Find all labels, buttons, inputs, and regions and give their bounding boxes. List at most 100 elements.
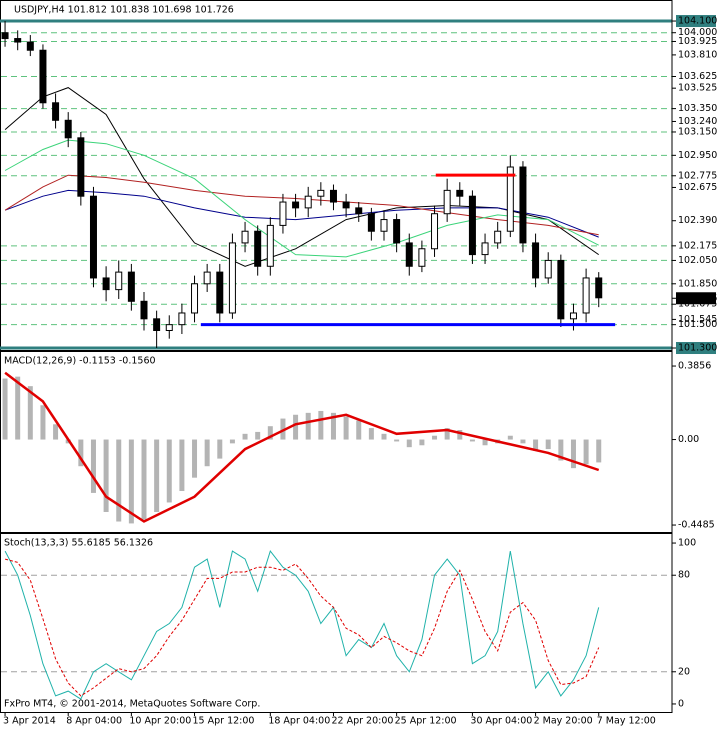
candle-body — [102, 277, 110, 291]
histogram-bar — [596, 439, 602, 463]
candle-body — [254, 230, 262, 267]
candle-body — [393, 219, 401, 244]
histogram-bar — [128, 439, 134, 524]
candle-body — [89, 195, 97, 279]
candle-body — [355, 207, 363, 215]
candle-body — [115, 271, 123, 291]
y-tick-label: 103.240 — [678, 116, 717, 127]
histogram-bar — [558, 439, 564, 461]
x-tick-label: 10 Apr 20:00 — [129, 716, 191, 727]
histogram-bar — [229, 439, 235, 444]
x-tick-label: 22 Apr 20:00 — [331, 716, 393, 727]
histogram-bar — [343, 416, 349, 440]
y-tick-label: 101.500 — [678, 319, 717, 330]
y-tick-label: 102.175 — [678, 240, 717, 251]
y-tick-label: 102.775 — [678, 170, 717, 181]
y-tick-label: 101.675 — [678, 299, 717, 310]
candle-body — [216, 271, 224, 314]
candle-body — [191, 283, 199, 314]
histogram-bar — [507, 435, 513, 440]
y-tick-label: 100 — [678, 538, 696, 549]
stoch-line — [4, 550, 600, 700]
histogram-bar — [520, 439, 526, 444]
histogram-bar — [394, 439, 400, 442]
candle-body — [292, 201, 300, 209]
histogram-bar — [444, 428, 450, 440]
footer-note: FxPro MT4, © 2001-2014, MetaQuotes Softw… — [4, 699, 260, 710]
candle-body — [1, 32, 9, 40]
histogram-bar — [40, 405, 46, 440]
panel-title: MACD(12,26,9) -0.1153 -0.1560 — [4, 356, 156, 367]
panel-title: USDJPY,H4 101.812 101.838 101.698 101.72… — [14, 5, 234, 16]
histogram-bar — [583, 439, 589, 465]
y-tick-label: 101.850 — [678, 278, 717, 289]
y-tick-label: 101.300 — [678, 343, 717, 354]
histogram-bar — [545, 439, 551, 450]
histogram-bar — [116, 439, 122, 522]
y-tick-label: 103.810 — [678, 49, 717, 60]
y-tick-label: 103.525 — [678, 83, 717, 94]
histogram-bar — [27, 386, 33, 440]
candle-body — [64, 119, 72, 139]
signal-line — [4, 371, 600, 523]
candle-body — [481, 242, 489, 256]
x-tick-label: 30 Apr 04:00 — [470, 716, 532, 727]
panel-title: Stoch(13,3,3) 55.6185 56.1326 — [4, 538, 153, 549]
candle-body — [140, 300, 148, 320]
y-tick-label: 102.050 — [678, 255, 717, 266]
histogram-bar — [381, 433, 387, 440]
histogram-bar — [330, 412, 336, 440]
candle-body — [127, 271, 135, 302]
histogram-bar — [432, 435, 438, 440]
y-tick-label: 103.925 — [678, 36, 717, 47]
candle-body — [153, 318, 161, 331]
candle-body — [178, 312, 186, 326]
histogram-bar — [406, 439, 412, 448]
candle-body — [203, 271, 211, 285]
y-tick-label: 104.100 — [678, 16, 717, 27]
candle-body — [506, 166, 514, 232]
candle-body — [14, 38, 22, 43]
y-tick-label: 101.726 — [678, 293, 717, 304]
y-tick-label: 103.350 — [678, 103, 717, 114]
x-tick-label: 18 Apr 04:00 — [268, 716, 330, 727]
candle-body — [329, 189, 337, 203]
candle-body — [569, 312, 577, 320]
histogram-bar — [90, 439, 96, 493]
tick-box — [676, 342, 716, 355]
y-tick-label: 103.150 — [678, 126, 717, 137]
y-tick-label: 103.625 — [678, 71, 717, 82]
candle-body — [241, 230, 249, 244]
candle-body — [228, 242, 236, 314]
candle-body — [342, 201, 350, 209]
histogram-bar — [318, 410, 324, 440]
candle-body — [380, 219, 388, 232]
y-tick-label: 102.950 — [678, 150, 717, 161]
histogram-bar — [280, 418, 286, 440]
y-tick-label: 102.675 — [678, 182, 717, 193]
candle-body — [39, 49, 47, 104]
candle-body — [595, 277, 603, 299]
histogram-bar — [217, 439, 223, 459]
x-tick-label: 7 May 12:00 — [597, 716, 656, 727]
candle-body — [26, 41, 34, 51]
histogram-bar — [570, 439, 576, 469]
candle-body — [456, 189, 464, 197]
y-tick-label: -0.4485 — [678, 520, 715, 531]
candle-body — [494, 230, 502, 244]
candle-body — [443, 189, 451, 215]
histogram-bar — [192, 439, 198, 478]
histogram-bar — [293, 414, 299, 440]
moving-average — [4, 174, 599, 236]
histogram-bar — [154, 439, 160, 512]
x-tick-label: 3 Apr 2014 — [3, 716, 56, 727]
histogram-bar — [166, 439, 172, 503]
candle-body — [544, 259, 552, 279]
candle-body — [557, 259, 565, 320]
candle-body — [52, 102, 60, 121]
candle-body — [77, 137, 85, 197]
candle-body — [468, 195, 476, 256]
candle-body — [317, 189, 325, 197]
